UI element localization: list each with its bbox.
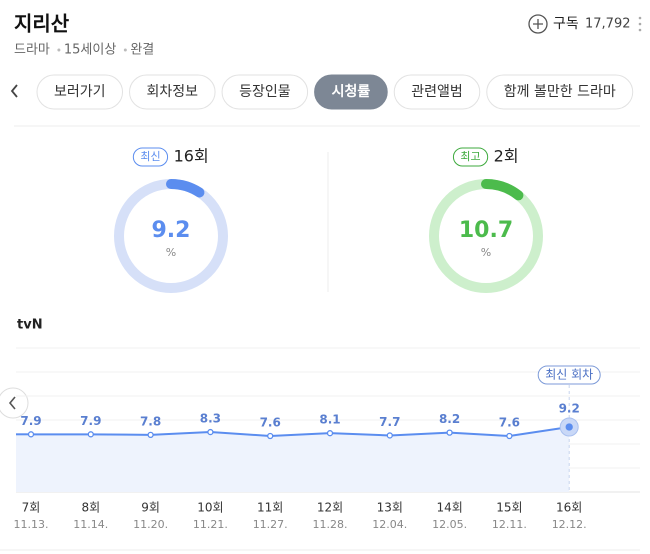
tab-label: 보러가기 <box>54 84 106 100</box>
tab[interactable] <box>314 74 388 110</box>
episode: 16회 <box>174 147 209 166</box>
subscribe-icon[interactable] <box>528 14 548 34</box>
value-label: 8.1 <box>319 413 340 427</box>
meta: 15세이상 <box>64 43 116 58</box>
x-tick-label: 9회 <box>141 501 160 515</box>
value-label: 7.6 <box>260 416 281 430</box>
value-label: 8.3 <box>200 412 221 426</box>
badge <box>132 147 169 167</box>
point <box>147 431 154 439</box>
value-label: 8.2 <box>439 412 460 426</box>
date-label: 11.21. <box>193 518 228 531</box>
channel: tvN <box>17 318 43 333</box>
x-tick-label: 8회 <box>81 501 100 515</box>
unit: % <box>166 246 176 259</box>
value-label: 7.9 <box>80 414 101 428</box>
value-label: 9.2 <box>559 402 580 416</box>
value-label: 7.8 <box>140 414 161 428</box>
point <box>506 432 513 440</box>
badge <box>452 147 489 167</box>
point <box>386 432 393 439</box>
meta-dot <box>123 48 127 52</box>
x-tick-label: 13회 <box>377 501 403 515</box>
annotation: 최신 회차 <box>545 368 593 382</box>
episode: 2회 <box>494 147 519 166</box>
point <box>87 431 94 438</box>
x-tick-label: 10회 <box>197 501 223 515</box>
x-tick-label: 12회 <box>317 501 343 515</box>
more[interactable] <box>638 16 642 32</box>
point <box>267 432 274 440</box>
title: 지리산 <box>14 12 70 36</box>
area <box>16 427 570 492</box>
point <box>446 429 453 436</box>
x-tick-label: 14회 <box>436 501 462 515</box>
value-label: 7.6 <box>499 416 520 430</box>
x-tick-label: 15회 <box>496 501 522 515</box>
ring-arc <box>429 179 543 293</box>
date-label: 12.12. <box>552 518 587 531</box>
date-label: 12.04. <box>372 518 407 531</box>
date-label: 12.05. <box>432 518 467 531</box>
subscribe[interactable]: 구독 <box>553 16 579 32</box>
tab[interactable] <box>36 74 124 110</box>
line <box>31 426 570 438</box>
ring-arc <box>114 179 228 293</box>
tab[interactable] <box>129 74 216 110</box>
x-tick-label: 16회 <box>556 501 582 515</box>
tab[interactable] <box>221 74 309 110</box>
point <box>207 428 214 436</box>
value-label: 7.7 <box>379 415 400 429</box>
rating: 9.2 <box>152 218 191 243</box>
tab-label: 함께 볼만한 드라마 <box>504 84 616 100</box>
point <box>27 431 35 438</box>
value-label: 7.9 <box>20 414 41 428</box>
date-label: 11.20. <box>133 518 168 531</box>
point <box>565 423 573 431</box>
plus <box>533 19 543 29</box>
tab[interactable] <box>486 74 634 110</box>
date-label: 12.11. <box>492 518 527 531</box>
annotation-box <box>537 365 601 385</box>
tab-label: 시청률 <box>332 83 371 100</box>
tab[interactable] <box>393 74 481 110</box>
date-label: 11.13. <box>14 518 49 531</box>
subscribers: 17,792 <box>585 17 631 32</box>
date-label: 11.14. <box>73 518 108 531</box>
x-tick-label: 7회 <box>22 501 41 515</box>
rating: 10.7 <box>459 218 513 243</box>
tabs-prev[interactable] <box>10 84 18 98</box>
meta: 드라마 <box>14 43 50 58</box>
point <box>326 430 334 437</box>
tab-label: 회차정보 <box>147 84 199 100</box>
meta-dot <box>57 48 61 52</box>
date-label: 11.28. <box>313 518 348 531</box>
tab-label: 관련앨범 <box>411 84 463 100</box>
date-label: 11.27. <box>253 518 288 531</box>
arrow <box>8 396 16 410</box>
badge-label: 최고 <box>460 150 480 163</box>
meta: 완결 <box>130 43 154 58</box>
x-tick-label: 11회 <box>257 501 283 515</box>
unit: % <box>481 246 491 259</box>
badge-label: 최신 <box>140 150 160 163</box>
tab-label: 등장인물 <box>239 84 291 100</box>
